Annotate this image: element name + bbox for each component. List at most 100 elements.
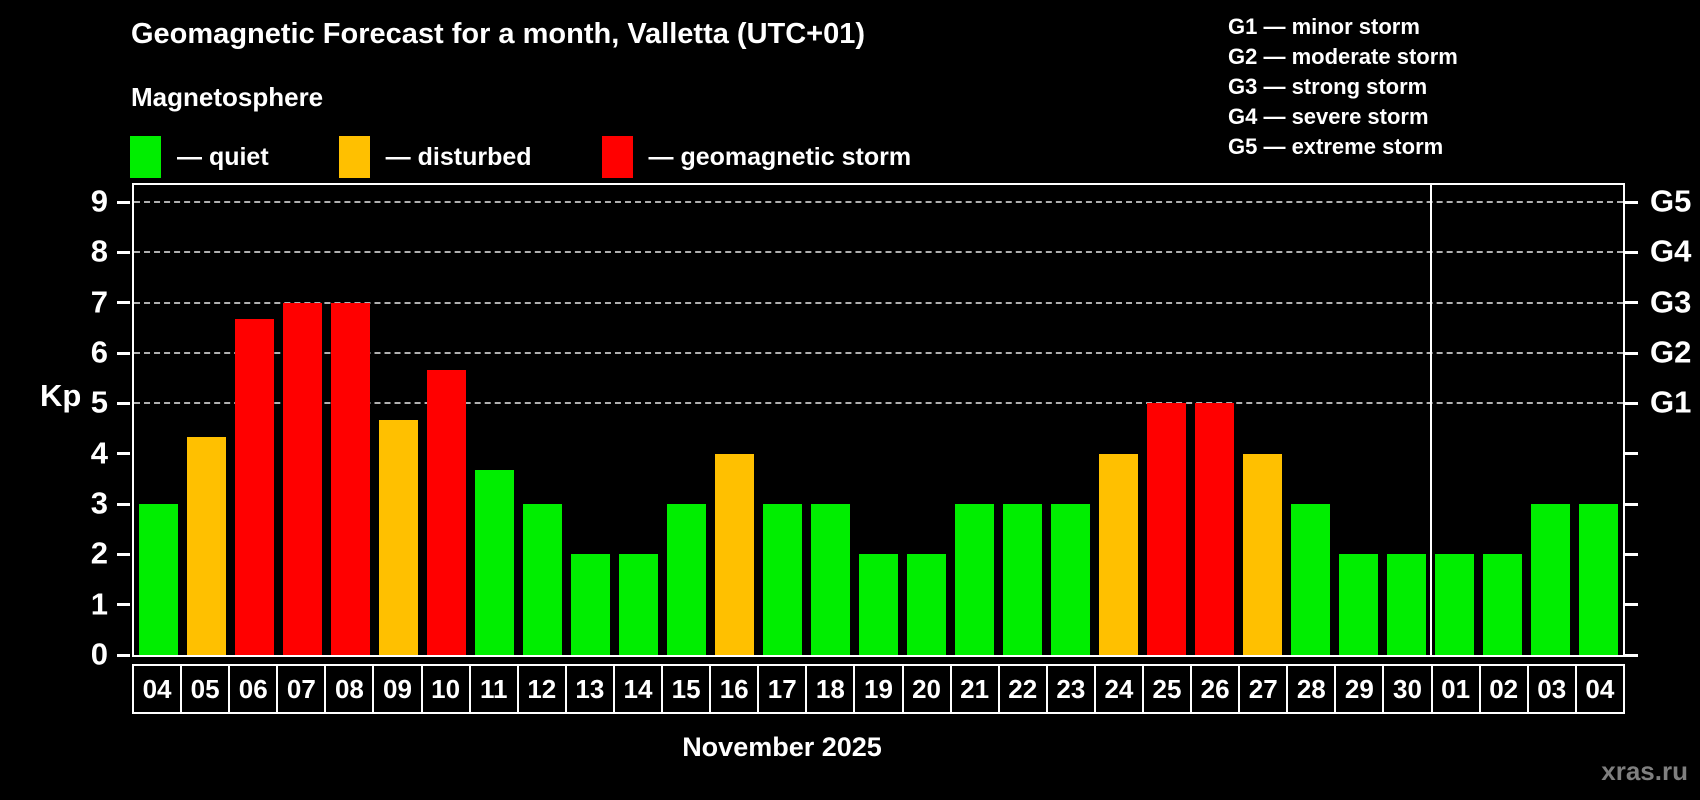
storm-scale-legend: G1 — minor storm G2 — moderate storm G3 — … (1228, 12, 1458, 162)
right-tick-6 (1625, 351, 1638, 355)
day-label-nov-11: 11 (468, 664, 519, 714)
x-axis-day-labels: 04 05 06 07 08 09 10 11 12 13 14 15 16 17 18 19 20 21 22 23… (132, 664, 1625, 714)
y-tick-2 (117, 552, 130, 556)
day-label-nov-24: 24 (1093, 664, 1144, 714)
magnetosphere-label: Magnetosphere (131, 82, 324, 112)
y-tick-label-2: 2 (90, 535, 108, 571)
status-legend: — quiet — disturbed — geomagnetic storm (130, 136, 981, 178)
kp-bar-day-22 (1003, 504, 1043, 655)
y-tick-4 (117, 452, 130, 456)
storm-legend-line-g5: G5 — extreme storm (1228, 134, 1444, 159)
y-tick-label-6: 6 (90, 334, 108, 370)
day-label-nov-22: 22 (997, 664, 1048, 714)
legend-label-disturbed: — disturbed (385, 142, 532, 171)
kp-bar-day-07 (282, 302, 322, 655)
day-label-dec-04: 04 (1574, 664, 1625, 714)
day-label-nov-19: 19 (853, 664, 904, 714)
right-tick-4 (1625, 452, 1638, 456)
kp-bar-day-15 (666, 504, 706, 655)
day-label-nov-06: 06 (228, 664, 279, 714)
day-label-nov-23: 23 (1045, 664, 1096, 714)
day-label-dec-02: 02 (1478, 664, 1529, 714)
right-tick-8 (1625, 250, 1638, 254)
right-tick-9 (1625, 200, 1638, 204)
quiet-color-swatch-icon (130, 136, 161, 178)
day-label-nov-27: 27 (1238, 664, 1289, 714)
right-tick-3 (1625, 502, 1638, 506)
kp-bar-day-18 (810, 504, 850, 655)
kp-bar-day-08 (330, 302, 370, 655)
y-axis-title: Kp (40, 378, 82, 413)
day-label-nov-29: 29 (1334, 664, 1385, 714)
right-axis-label-g5: G5 (1650, 183, 1692, 219)
gridline-kp6 (134, 352, 1623, 354)
kp-bar-day-26 (1195, 403, 1235, 655)
day-label-nov-04: 04 (132, 664, 183, 714)
right-axis-label-g4: G4 (1650, 233, 1692, 269)
y-tick-1 (117, 603, 130, 607)
right-tick-2 (1625, 552, 1638, 556)
day-label-nov-21: 21 (949, 664, 1000, 714)
kp-bar-day-21 (955, 504, 995, 655)
kp-bar-day-29 (1339, 554, 1379, 655)
y-tick-3 (117, 502, 130, 506)
gridline-kp5 (134, 402, 1623, 405)
x-axis-title: November 2025 (682, 732, 882, 762)
legend-item-storm: — geomagnetic storm (601, 136, 912, 178)
watermark: xras.ru (1601, 756, 1688, 786)
day-label-nov-12: 12 (516, 664, 567, 714)
kp-bar-day-02 (1483, 554, 1523, 655)
kp-bar-day-10 (426, 369, 466, 655)
y-tick-6 (117, 351, 130, 355)
y-tick-label-0: 0 (90, 636, 108, 672)
y-tick-label-1: 1 (90, 585, 108, 621)
legend-label-quiet: — quiet (177, 142, 269, 171)
day-label-nov-26: 26 (1190, 664, 1241, 714)
right-tick-1 (1625, 603, 1638, 607)
kp-bar-day-05 (186, 437, 226, 655)
y-tick-label-8: 8 (90, 233, 108, 269)
y-tick-label-4: 4 (90, 434, 108, 470)
storm-legend-line-g1: G1 — minor storm (1228, 14, 1420, 39)
right-tick-7 (1625, 301, 1638, 305)
legend-item-disturbed: — disturbed (338, 136, 532, 178)
kp-bar-day-24 (1099, 453, 1139, 655)
day-label-nov-10: 10 (420, 664, 471, 714)
y-tick-8 (117, 250, 130, 254)
gridline-kp8 (134, 251, 1623, 254)
kp-bar-day-09 (378, 419, 418, 655)
day-label-nov-18: 18 (805, 664, 856, 714)
kp-bar-day-03 (1531, 504, 1571, 655)
kp-bar-day-27 (1243, 453, 1283, 655)
storm-legend-line-g3: G3 — strong storm (1228, 74, 1428, 99)
chart-plot-area (132, 183, 1625, 657)
day-label-nov-08: 08 (324, 664, 375, 714)
day-label-nov-09: 09 (372, 664, 423, 714)
day-label-nov-13: 13 (564, 664, 615, 714)
kp-bar-day-19 (858, 554, 898, 655)
kp-bar-day-28 (1291, 504, 1331, 655)
kp-bar-day-12 (522, 504, 562, 655)
day-label-nov-17: 17 (757, 664, 808, 714)
y-tick-5 (117, 401, 130, 405)
y-tick-label-9: 9 (90, 183, 108, 219)
y-tick-7 (117, 301, 130, 305)
right-tick-5 (1625, 401, 1638, 405)
y-tick-label-3: 3 (90, 485, 108, 521)
legend-label-storm: — geomagnetic storm (648, 142, 912, 171)
y-tick-label-5: 5 (90, 384, 108, 420)
kp-bar-day-25 (1147, 403, 1187, 655)
right-axis-label-g3: G3 (1650, 283, 1692, 319)
kp-bar-day-20 (907, 554, 947, 655)
storm-color-swatch-icon (601, 136, 633, 178)
day-label-nov-05: 05 (180, 664, 231, 714)
day-label-nov-14: 14 (612, 664, 664, 714)
day-label-nov-28: 28 (1286, 664, 1337, 714)
y-tick-0 (117, 653, 130, 657)
day-label-nov-20: 20 (901, 664, 952, 714)
kp-bar-day-17 (762, 504, 802, 655)
y-tick-label-7: 7 (90, 283, 108, 319)
kp-bar-day-30 (1387, 554, 1427, 655)
kp-bar-day-01 (1435, 554, 1475, 655)
